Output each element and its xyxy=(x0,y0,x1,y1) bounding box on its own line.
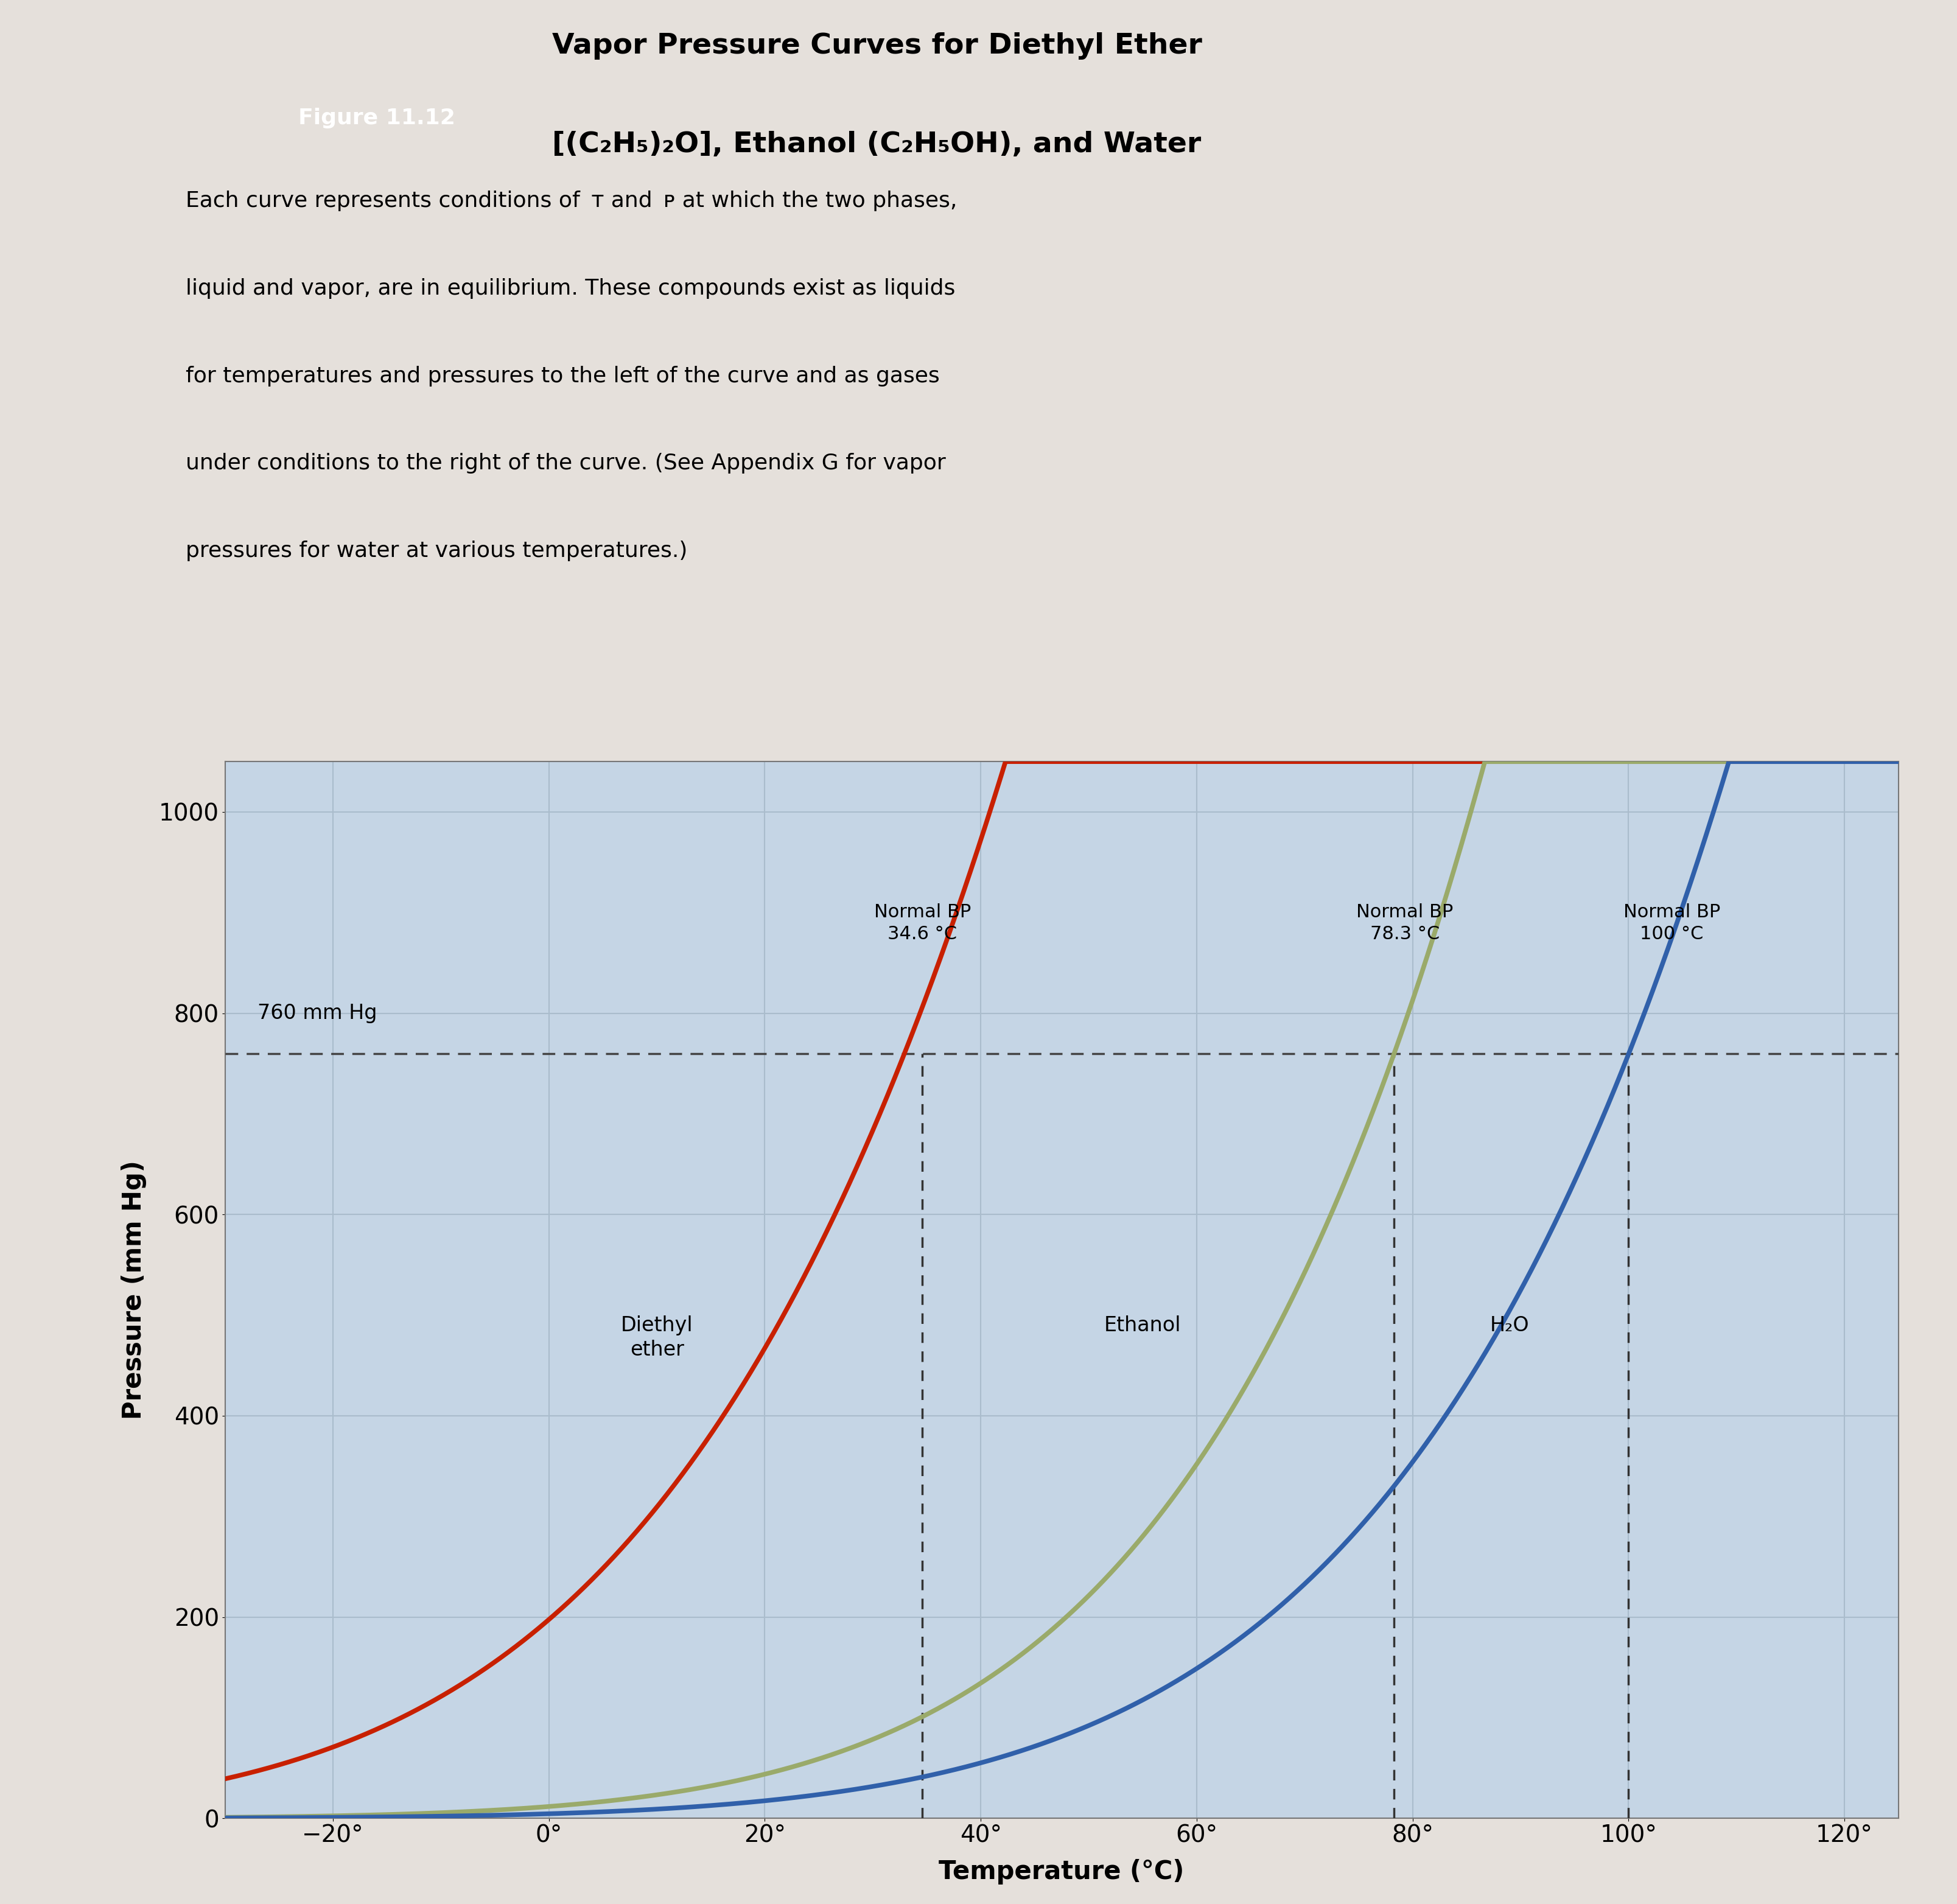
Text: 760 mm Hg: 760 mm Hg xyxy=(258,1003,378,1022)
Text: under conditions to the right of the curve. (See Appendix G for vapor: under conditions to the right of the cur… xyxy=(186,453,945,474)
Text: pressures for water at various temperatures.): pressures for water at various temperatu… xyxy=(186,541,687,562)
Text: Vapor Pressure Curves for Diethyl Ether: Vapor Pressure Curves for Diethyl Ether xyxy=(552,32,1202,59)
Text: H₂O: H₂O xyxy=(1489,1316,1528,1335)
Text: Diethyl
ether: Diethyl ether xyxy=(620,1316,693,1359)
Text: Normal BP
34.6 °C: Normal BP 34.6 °C xyxy=(875,902,971,942)
Text: [(C₂H₅)₂O], Ethanol (C₂H₅OH), and Water: [(C₂H₅)₂O], Ethanol (C₂H₅OH), and Water xyxy=(552,131,1202,158)
Y-axis label: Pressure (mm Hg): Pressure (mm Hg) xyxy=(121,1160,147,1420)
Text: Ethanol: Ethanol xyxy=(1104,1316,1182,1335)
Text: liquid and vapor, are in equilibrium. These compounds exist as liquids: liquid and vapor, are in equilibrium. Th… xyxy=(186,278,955,299)
Text: Normal BP
78.3 °C: Normal BP 78.3 °C xyxy=(1356,902,1454,942)
X-axis label: Temperature (°C): Temperature (°C) xyxy=(939,1858,1184,1885)
Text: Each curve represents conditions of  ᴛ and  ᴘ at which the two phases,: Each curve represents conditions of ᴛ an… xyxy=(186,190,957,211)
Text: Normal BP
100 °C: Normal BP 100 °C xyxy=(1622,902,1720,942)
Text: for temperatures and pressures to the left of the curve and as gases: for temperatures and pressures to the le… xyxy=(186,366,939,387)
Text: Figure 11.12: Figure 11.12 xyxy=(297,109,456,128)
